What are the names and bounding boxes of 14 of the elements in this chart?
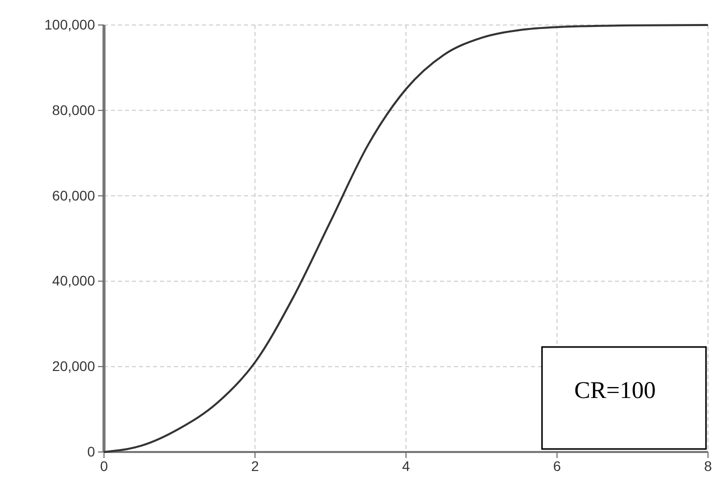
y-tick-label: 80,000: [52, 102, 96, 118]
y-tick-label: 100,000: [44, 16, 96, 32]
y-tick-label: 40,000: [52, 272, 96, 289]
x-tick-label: 2: [251, 458, 260, 474]
note-box: CR=100: [541, 346, 707, 450]
annotation: CR=100: [574, 378, 656, 404]
line-series: [103, 24, 709, 453]
y-tick-label: 20,000: [52, 358, 96, 374]
x-tick-label: 6: [553, 458, 562, 474]
y-tick-label: 60,000: [52, 187, 96, 204]
x-tick-label: 8: [704, 458, 712, 474]
x-tick-label: 0: [100, 458, 108, 474]
x-tick-label: 4: [402, 458, 410, 474]
y-tick-label: 0: [87, 443, 96, 460]
